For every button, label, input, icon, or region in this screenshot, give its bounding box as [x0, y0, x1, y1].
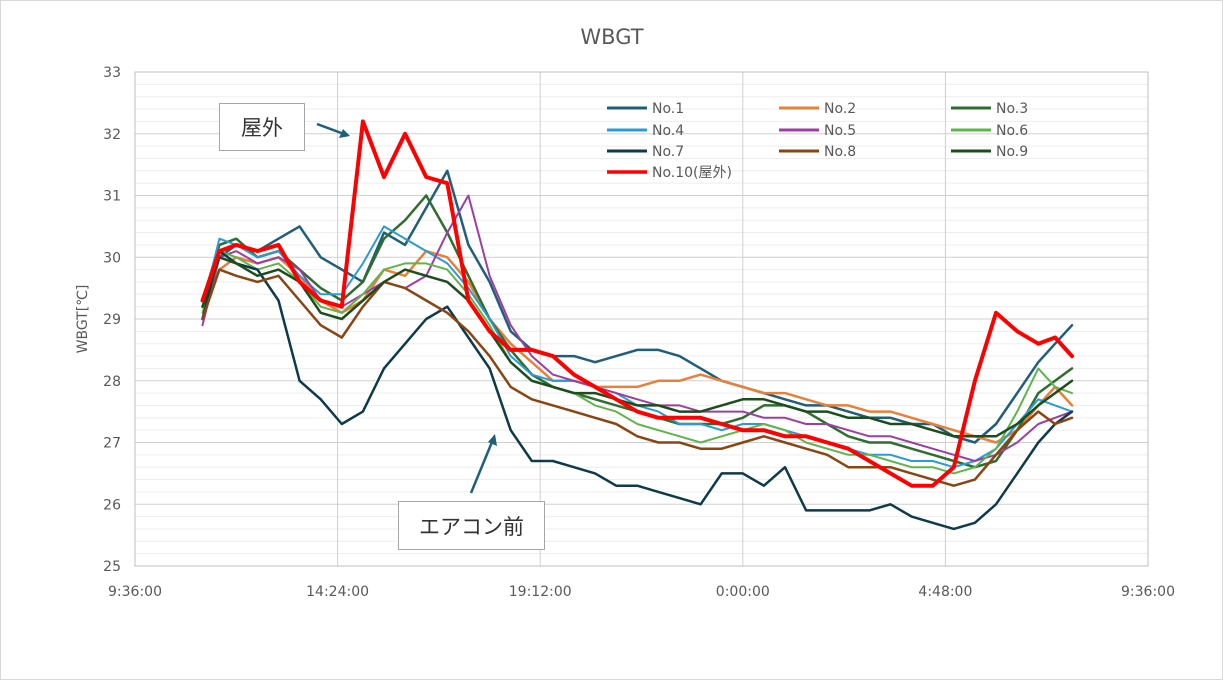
series-line-7 [201, 249, 1074, 531]
y-tick-label: 27 [103, 436, 121, 452]
outdoor-arrowhead [339, 129, 350, 138]
y-tick-label: 32 [103, 127, 121, 143]
y-tick-label: 33 [103, 65, 121, 81]
series-line-9 [201, 256, 1074, 438]
series-line-5 [201, 194, 1073, 462]
series-line-8 [201, 268, 1074, 487]
ac-front-arrowhead [488, 434, 497, 446]
x-tick-label: 9:36:00 [1121, 584, 1175, 600]
legend-entry: No.4 [652, 123, 684, 139]
x-tick-label: 9:36:00 [108, 584, 162, 600]
legend-entry: No.2 [824, 101, 856, 117]
gridlines [134, 71, 1149, 567]
y-tick-label: 26 [103, 497, 121, 513]
chart-title: WBGT [580, 25, 643, 49]
series-line-4 [201, 225, 1073, 469]
legend-entry: No.6 [996, 123, 1028, 139]
plot-border [134, 71, 1149, 567]
x-tick-label: 4:48:00 [918, 584, 972, 600]
legend-entry: No.7 [652, 144, 684, 160]
annotation-arrows [316, 122, 497, 494]
axes: 25 26 27 28 29 30 31 32 33 9:36:00 14:24:00 19:12:0… [103, 65, 1175, 600]
series-line-6 [201, 250, 1073, 475]
y-tick-label: 31 [103, 189, 121, 205]
y-tick-label: 28 [103, 374, 121, 390]
y-tick-label: 30 [103, 250, 121, 266]
ac-front-arrow [469, 441, 494, 494]
legend-entry: No.9 [996, 144, 1028, 160]
y-axis-label: WBGT[℃] [75, 285, 91, 354]
series-line-10 [200, 119, 1074, 488]
legend-entry: No.8 [824, 144, 856, 160]
x-tick-label: 14:24:00 [306, 584, 369, 600]
x-tick-label: 0:00:00 [716, 584, 770, 600]
series-lines [200, 119, 1074, 531]
legend-entry: No.1 [652, 101, 684, 117]
outdoor-arrow [316, 122, 345, 136]
x-tick-label: 19:12:00 [509, 584, 572, 600]
legend-entry: No.3 [996, 101, 1028, 117]
outdoor-callout: 屋外 [219, 103, 305, 151]
y-tick-label: 25 [103, 559, 121, 575]
ac-front-callout: エアコン前 [398, 501, 545, 550]
y-tick-label: 29 [103, 312, 121, 328]
legend-entry: No.5 [824, 123, 856, 139]
legend-entry: No.10(屋外) [652, 165, 732, 181]
legend: No.1 No.2 No.3 No.4 No.5 No.6 No.7 No.8 No.9 No.1… [607, 101, 1028, 181]
